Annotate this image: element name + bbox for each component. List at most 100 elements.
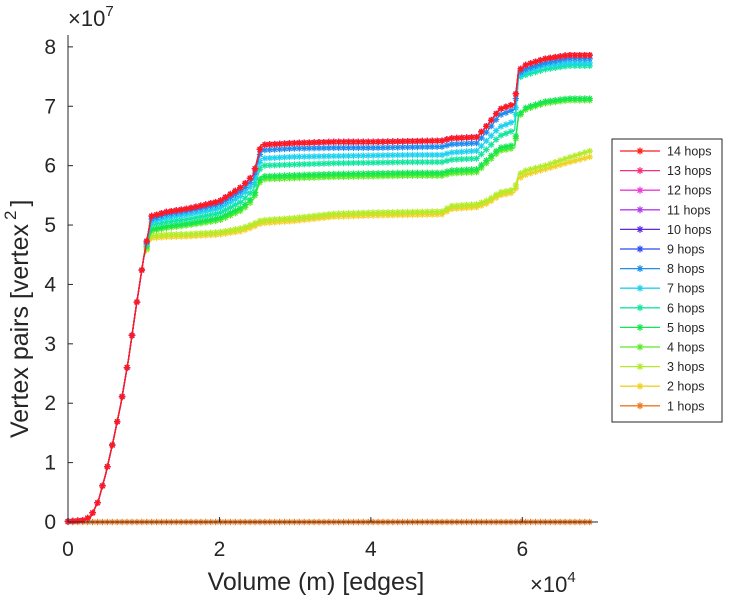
data-point: [94, 499, 101, 506]
data-point: [502, 143, 510, 150]
data-point: [478, 134, 485, 142]
legend-marker: [636, 284, 644, 292]
data-point: [502, 187, 510, 195]
data-point: [502, 103, 510, 111]
data-point: [217, 228, 224, 236]
legend-entry: 11 hops: [620, 203, 711, 217]
data-point: [246, 196, 254, 203]
data-point: [566, 154, 574, 161]
data-point: [552, 57, 559, 65]
legend-entry: 4 hops: [620, 341, 705, 355]
legend-marker: [636, 245, 644, 253]
data-point: [458, 148, 465, 156]
data-point: [222, 194, 229, 201]
data-point: [310, 212, 318, 220]
y-tick-label: 5: [44, 214, 56, 237]
data-point: [301, 160, 308, 168]
data-point: [566, 158, 574, 166]
data-point: [556, 96, 564, 103]
legend-marker: [636, 382, 644, 390]
y-tick-label: 0: [44, 511, 56, 534]
data-point: [443, 168, 451, 175]
data-point: [492, 136, 500, 143]
data-point: [177, 221, 185, 228]
data-point: [561, 155, 569, 163]
data-point: [473, 147, 480, 155]
data-point: [527, 60, 534, 67]
legend-box: [611, 138, 723, 423]
y-ticks: 0 1 2 3 4 5 6 7 8: [44, 36, 73, 534]
data-point: [483, 123, 490, 130]
data-point: [483, 137, 490, 145]
legend-label: 4 hops: [667, 341, 705, 355]
data-point: [241, 180, 249, 187]
data-point: [404, 158, 411, 166]
data-point: [458, 156, 465, 163]
y-tick-label: 7: [44, 95, 56, 118]
data-point: [69, 517, 77, 525]
data-point: [281, 154, 288, 161]
legend-label: 11 hops: [667, 203, 711, 217]
data-point: [163, 208, 170, 216]
data-point: [507, 102, 515, 109]
y-tick-label: 1: [44, 452, 56, 475]
data-point: [173, 207, 180, 214]
legend-entry: 7 hops: [620, 282, 705, 296]
data-point: [182, 230, 190, 238]
x-ticks: 0 2 4 6: [62, 517, 528, 561]
data-point: [291, 145, 298, 152]
legend-entry: 12 hops: [620, 184, 711, 198]
data-point: [109, 441, 116, 449]
y-tick-label: 6: [44, 155, 56, 178]
data-point: [414, 208, 421, 216]
data-point: [369, 170, 377, 177]
data-point: [586, 51, 593, 59]
data-point: [369, 152, 377, 159]
data-point: [202, 201, 209, 208]
data-point: [212, 198, 219, 206]
data-point: [261, 216, 269, 224]
data-point: [414, 169, 421, 176]
data-point: [488, 141, 495, 148]
data-point: [478, 128, 485, 136]
legend-entry: 13 hops: [620, 164, 711, 178]
data-point: [438, 169, 446, 176]
data-point: [389, 159, 397, 166]
data-point: [133, 298, 141, 306]
data-point: [241, 194, 249, 202]
data-point: [537, 61, 544, 68]
data-point: [512, 90, 520, 98]
data-point: [497, 105, 505, 112]
data-point: [527, 102, 534, 110]
series-3-hops: [64, 147, 593, 525]
data-point: [586, 153, 593, 161]
legend-entry: 1 hops: [620, 399, 705, 413]
data-point: [276, 154, 283, 161]
data-point: [428, 169, 436, 176]
data-point: [212, 229, 219, 236]
legend-marker: [636, 265, 644, 273]
data-point: [301, 145, 308, 152]
data-point: [576, 156, 584, 163]
data-point: [483, 197, 490, 204]
legend-marker: [636, 206, 644, 214]
data-point: [187, 215, 195, 222]
data-point: [241, 201, 249, 208]
y-multiplier: ×107: [68, 3, 114, 31]
data-point: [556, 157, 564, 164]
data-point: [355, 170, 362, 177]
data-point: [246, 174, 254, 182]
x-multiplier: ×104: [530, 569, 576, 597]
y-axis-label-close: ]: [6, 200, 34, 207]
data-point: [419, 143, 426, 151]
data-point: [256, 217, 264, 225]
y-axis-label-sup: 2: [1, 211, 20, 220]
data-point: [399, 208, 406, 216]
legend-marker: [636, 402, 644, 410]
series-line: [67, 54, 591, 523]
data-point: [497, 111, 505, 118]
legend: 14 hops 13 hops 12 hops 11 hops 10 hops 9 hop…: [611, 138, 723, 423]
data-point: [118, 393, 126, 400]
data-point: [507, 107, 515, 114]
data-point: [552, 96, 559, 104]
